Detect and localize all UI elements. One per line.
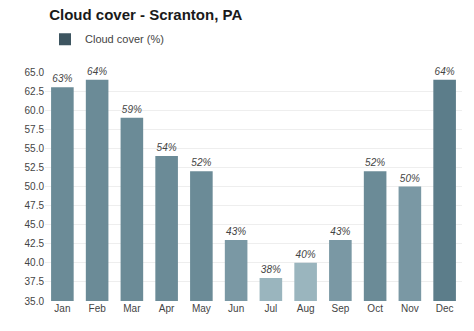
svg-text:42.5: 42.5 xyxy=(25,238,45,249)
svg-text:52%: 52% xyxy=(191,157,211,168)
svg-text:52%: 52% xyxy=(365,157,385,168)
svg-text:57.5: 57.5 xyxy=(25,124,45,135)
svg-text:45.0: 45.0 xyxy=(25,219,45,230)
svg-text:60.0: 60.0 xyxy=(25,105,45,116)
svg-text:40.0: 40.0 xyxy=(25,257,45,268)
svg-text:47.5: 47.5 xyxy=(25,200,45,211)
svg-text:40%: 40% xyxy=(296,249,316,260)
svg-text:Jun: Jun xyxy=(228,303,244,314)
svg-text:Feb: Feb xyxy=(89,303,107,314)
svg-text:50%: 50% xyxy=(400,173,420,184)
svg-text:54%: 54% xyxy=(157,142,177,153)
svg-text:Sep: Sep xyxy=(331,303,349,314)
svg-text:43%: 43% xyxy=(226,226,246,237)
svg-text:52.5: 52.5 xyxy=(25,162,45,173)
svg-text:Apr: Apr xyxy=(159,303,175,314)
svg-text:Jul: Jul xyxy=(264,303,277,314)
svg-text:62.5: 62.5 xyxy=(25,86,45,97)
svg-text:May: May xyxy=(192,303,211,314)
svg-text:Oct: Oct xyxy=(367,303,383,314)
svg-text:Dec: Dec xyxy=(436,303,454,314)
svg-text:Cloud cover - Scranton, PA: Cloud cover - Scranton, PA xyxy=(49,6,242,23)
svg-text:Cloud cover (%): Cloud cover (%) xyxy=(85,33,164,45)
svg-text:38%: 38% xyxy=(261,264,281,275)
svg-text:50.0: 50.0 xyxy=(25,181,45,192)
svg-text:59%: 59% xyxy=(122,104,142,115)
svg-text:37.5: 37.5 xyxy=(25,276,45,287)
svg-text:65.0: 65.0 xyxy=(25,67,45,78)
svg-text:Jan: Jan xyxy=(54,303,70,314)
svg-text:64%: 64% xyxy=(435,66,455,77)
svg-text:35.0: 35.0 xyxy=(25,296,45,307)
svg-text:Aug: Aug xyxy=(297,303,315,314)
svg-text:64%: 64% xyxy=(87,66,107,77)
svg-text:55.0: 55.0 xyxy=(25,143,45,154)
svg-text:43%: 43% xyxy=(330,226,350,237)
svg-text:Nov: Nov xyxy=(401,303,419,314)
svg-text:Mar: Mar xyxy=(123,303,141,314)
svg-text:63%: 63% xyxy=(52,73,72,84)
